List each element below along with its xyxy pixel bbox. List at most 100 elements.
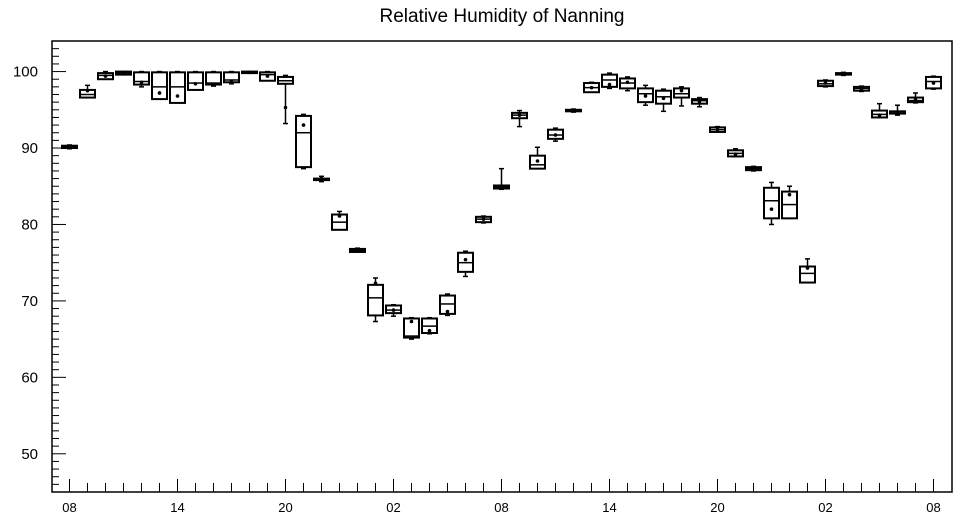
box-item [241,70,258,75]
x-tick-label: 08 [926,500,940,515]
plot-frame [51,40,953,493]
box-mean-marker [625,80,630,85]
box-item [349,247,366,253]
box-mean-marker [697,99,702,104]
box-mean-marker [103,74,108,78]
box-item [709,125,726,133]
box-mean-marker [715,127,720,132]
box-item [925,75,942,90]
box-item [601,72,618,90]
box-item [799,258,816,284]
box-mean-marker [67,144,72,149]
x-tick-label: 14 [170,500,184,515]
box-mean-marker [895,111,900,115]
box-item [295,113,312,170]
box-item [889,104,906,116]
box-rect [169,71,186,104]
box-mean-marker [355,248,360,253]
x-tick-label: 20 [278,500,292,515]
y-tick-label: 90 [21,140,38,157]
box-item [385,303,402,317]
box-mean-marker [391,308,396,312]
box-item [205,70,222,87]
box-item [673,86,690,107]
box-mean-marker [373,281,378,286]
box-rect [601,73,618,88]
box-item [691,96,708,108]
box-mean-marker [427,328,432,333]
box-item [313,175,330,183]
box-mean-marker [247,70,252,75]
box-item [475,215,492,224]
box-mean-marker [805,266,810,270]
box-rect [295,114,312,169]
box-mean-marker [643,94,648,98]
box-item [547,127,564,142]
box-mean-marker [319,176,324,181]
box-mean-marker [877,113,882,117]
box-mean-marker [409,319,414,324]
box-mean-marker [931,81,936,85]
box-mean-marker [517,113,522,117]
box-mean-marker [139,80,144,85]
box-mean-marker [769,207,774,211]
box-item [79,84,96,99]
box-mean-marker [193,82,198,86]
box-mean-marker [841,72,846,76]
box-mean-marker [463,257,468,262]
box-mean-marker [607,82,612,87]
box-item [727,148,744,158]
box-rect [439,294,456,315]
box-rect [673,87,690,99]
box-mean-marker [337,214,342,218]
box-mean-marker [499,185,504,189]
box-item [61,144,78,150]
y-tick-label: 70 [21,293,38,310]
box-mean-marker [571,108,576,113]
x-tick-label: 02 [818,500,832,515]
box-mean-marker [661,96,666,101]
box-mean-marker [913,98,918,102]
box-rect [187,71,204,91]
box-item [223,70,240,85]
box-mean-marker [157,91,162,95]
box-item [439,293,456,317]
box-item [421,316,438,335]
box-item [259,70,276,82]
box-item [655,88,672,113]
box-item [745,165,762,172]
x-tick-label: 14 [602,500,616,515]
box-mean-marker [85,88,90,93]
box-rect [151,71,168,101]
box-mean-marker [445,309,450,314]
box-item [403,316,420,340]
box-mean-marker [121,71,126,75]
x-tick-label: 20 [710,500,724,515]
box-item [493,167,510,191]
y-tick-label: 60 [21,369,38,386]
x-tick-label: 02 [386,500,400,515]
x-tick-label: 08 [62,500,76,515]
box-mean-marker [553,133,558,137]
box-item [763,181,780,226]
box-item [277,74,294,125]
box-item [511,109,528,128]
box-mean-marker [175,94,180,98]
box-item [583,81,600,94]
box-item [115,70,132,76]
box-item [619,76,636,92]
box-item [169,70,186,104]
box-item [835,71,852,77]
box-mean-marker [301,123,306,127]
box-item [133,70,150,88]
box-series [61,70,942,340]
box-mean-marker [859,87,864,91]
box-item [565,108,582,113]
x-axis: 08 14 20 02 08 14 20 02 08 [62,479,941,515]
x-tick-label: 08 [494,500,508,515]
box-item [907,92,924,104]
y-tick-label: 50 [21,446,38,463]
box-mean-marker [751,167,756,172]
box-mean-marker [823,81,828,85]
